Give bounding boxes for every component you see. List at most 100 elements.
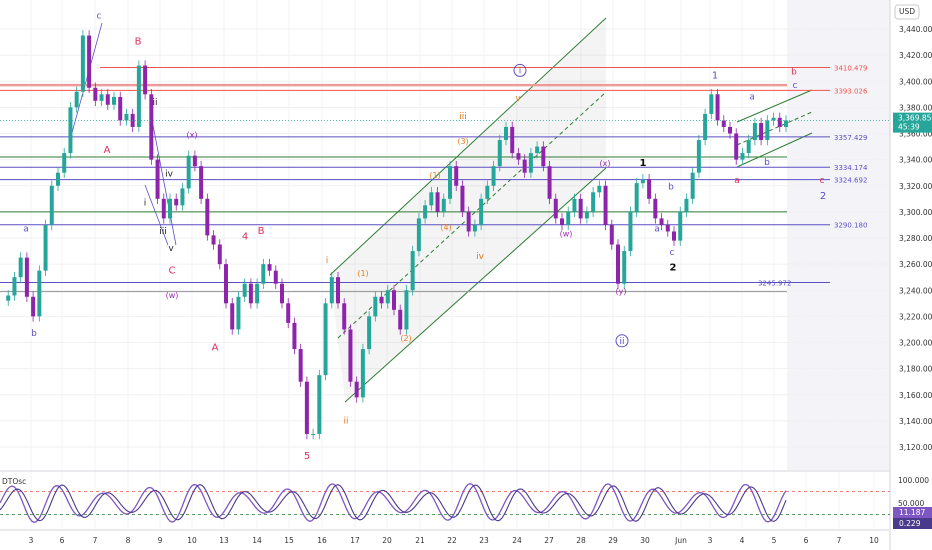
price-tick-label: 3,220.000 (899, 312, 932, 321)
price-tick-label: 3,260.000 (899, 260, 932, 269)
candle-body (267, 264, 272, 271)
wave-label: A (212, 342, 219, 353)
candle-body (149, 94, 154, 160)
wave-label: (w) (560, 230, 573, 239)
candle-body (49, 185, 54, 225)
time-tick-label: 22 (447, 536, 457, 545)
candle-body (217, 244, 222, 265)
candle-body (566, 211, 571, 225)
candle-body (80, 35, 85, 92)
price-tick-label: 3,440.000 (899, 25, 932, 34)
candle-body (522, 159, 527, 173)
candle-body (410, 251, 415, 291)
time-tick-label: Jun (674, 536, 687, 545)
candle-body (634, 183, 639, 212)
time-tick-label: 10 (869, 536, 879, 545)
wave-label: C (169, 265, 176, 276)
osc-readout: 0.229 (893, 518, 932, 529)
time-axis[interactable]: 3 6 7 8 9 10 13 14 15 16 17 20 21 22 23 24 27 28 29 30 Jun 3 4… (0, 529, 890, 545)
candle-body (292, 322, 297, 350)
time-tick-label: 6 (60, 536, 65, 545)
candle-body (62, 153, 67, 173)
wave-label: i (326, 256, 329, 266)
candle-body (348, 329, 353, 382)
candle-body (734, 133, 739, 160)
candle-body (423, 205, 428, 219)
candle-body (647, 179, 652, 199)
wave-label: c (820, 176, 825, 186)
wave-label: (x) (600, 159, 611, 168)
wave-label: a (23, 224, 29, 234)
candle-body (31, 296, 36, 317)
price-tick-label: 3,200.000 (899, 339, 932, 348)
currency-label: USD (899, 7, 915, 16)
candle-body (553, 198, 558, 219)
candle-body (367, 316, 372, 350)
time-tick-label: 23 (479, 536, 489, 545)
candle-body (37, 270, 42, 317)
time-tick-label: 17 (350, 536, 360, 545)
osc-readout-box (893, 507, 932, 518)
candle-body (491, 166, 496, 186)
candle-body (640, 179, 645, 184)
wave-label: b (764, 158, 770, 168)
channel-lower (344, 167, 607, 403)
time-tick-label: 15 (284, 536, 294, 545)
candle-body (205, 198, 210, 236)
candle-body (168, 198, 172, 219)
candle-body (87, 35, 92, 88)
price-tick-label: 3,400.000 (899, 77, 932, 86)
candle-body (68, 107, 73, 154)
candle-body (441, 198, 446, 212)
osc-readout: 11.187 (893, 507, 932, 518)
candle-body (93, 87, 98, 101)
candle-body (622, 251, 627, 284)
candle-body (186, 155, 191, 189)
candle-body (709, 94, 714, 114)
candle-body (510, 126, 515, 154)
wave-label: (3) (457, 137, 468, 146)
time-tick-label: 10 (187, 536, 197, 545)
wave-label: a (654, 224, 660, 234)
candle-body (180, 188, 185, 206)
candle-body (765, 120, 770, 141)
candle-body (740, 153, 745, 160)
wave-label: ii (619, 337, 624, 347)
candle-body (161, 198, 166, 219)
wave-label: ii (152, 98, 157, 108)
osc-tick-label: 50.000 (898, 499, 924, 508)
level-label: 3410.479 (834, 65, 867, 73)
candle-body (541, 146, 546, 167)
price-tick-label: 3,120.000 (899, 443, 932, 452)
candle-body (497, 140, 502, 167)
candle-body (124, 113, 129, 121)
price-series (0, 30, 890, 440)
wave-label: b (791, 68, 797, 78)
channel-fill (330, 18, 606, 400)
candle-body (684, 198, 689, 212)
candle-body (454, 166, 459, 186)
price-tick-label: 3,300.000 (899, 208, 932, 217)
candle-body (429, 192, 434, 206)
wave-label: a (734, 176, 740, 186)
candle-body (373, 296, 378, 317)
candle-body (672, 231, 676, 241)
wave-label: c (97, 12, 102, 22)
price-tick-label: 3,160.000 (899, 391, 932, 400)
time-tick-label: 21 (415, 536, 425, 545)
channel2-lower (736, 132, 813, 168)
price-axis[interactable]: 3,120.000 3,140.000 3,160.000 3,180.000 3,20… (889, 0, 932, 550)
candle-body (192, 155, 197, 167)
candle-body (547, 166, 552, 199)
currency-box (894, 4, 920, 20)
candle-body (696, 140, 701, 173)
price-tick-label: 3,180.000 (899, 365, 932, 374)
time-tick-label: 6 (804, 536, 809, 545)
wave-label: v (168, 244, 174, 254)
price-tick-label: 3,380.000 (899, 103, 932, 112)
candle-body (392, 290, 396, 310)
